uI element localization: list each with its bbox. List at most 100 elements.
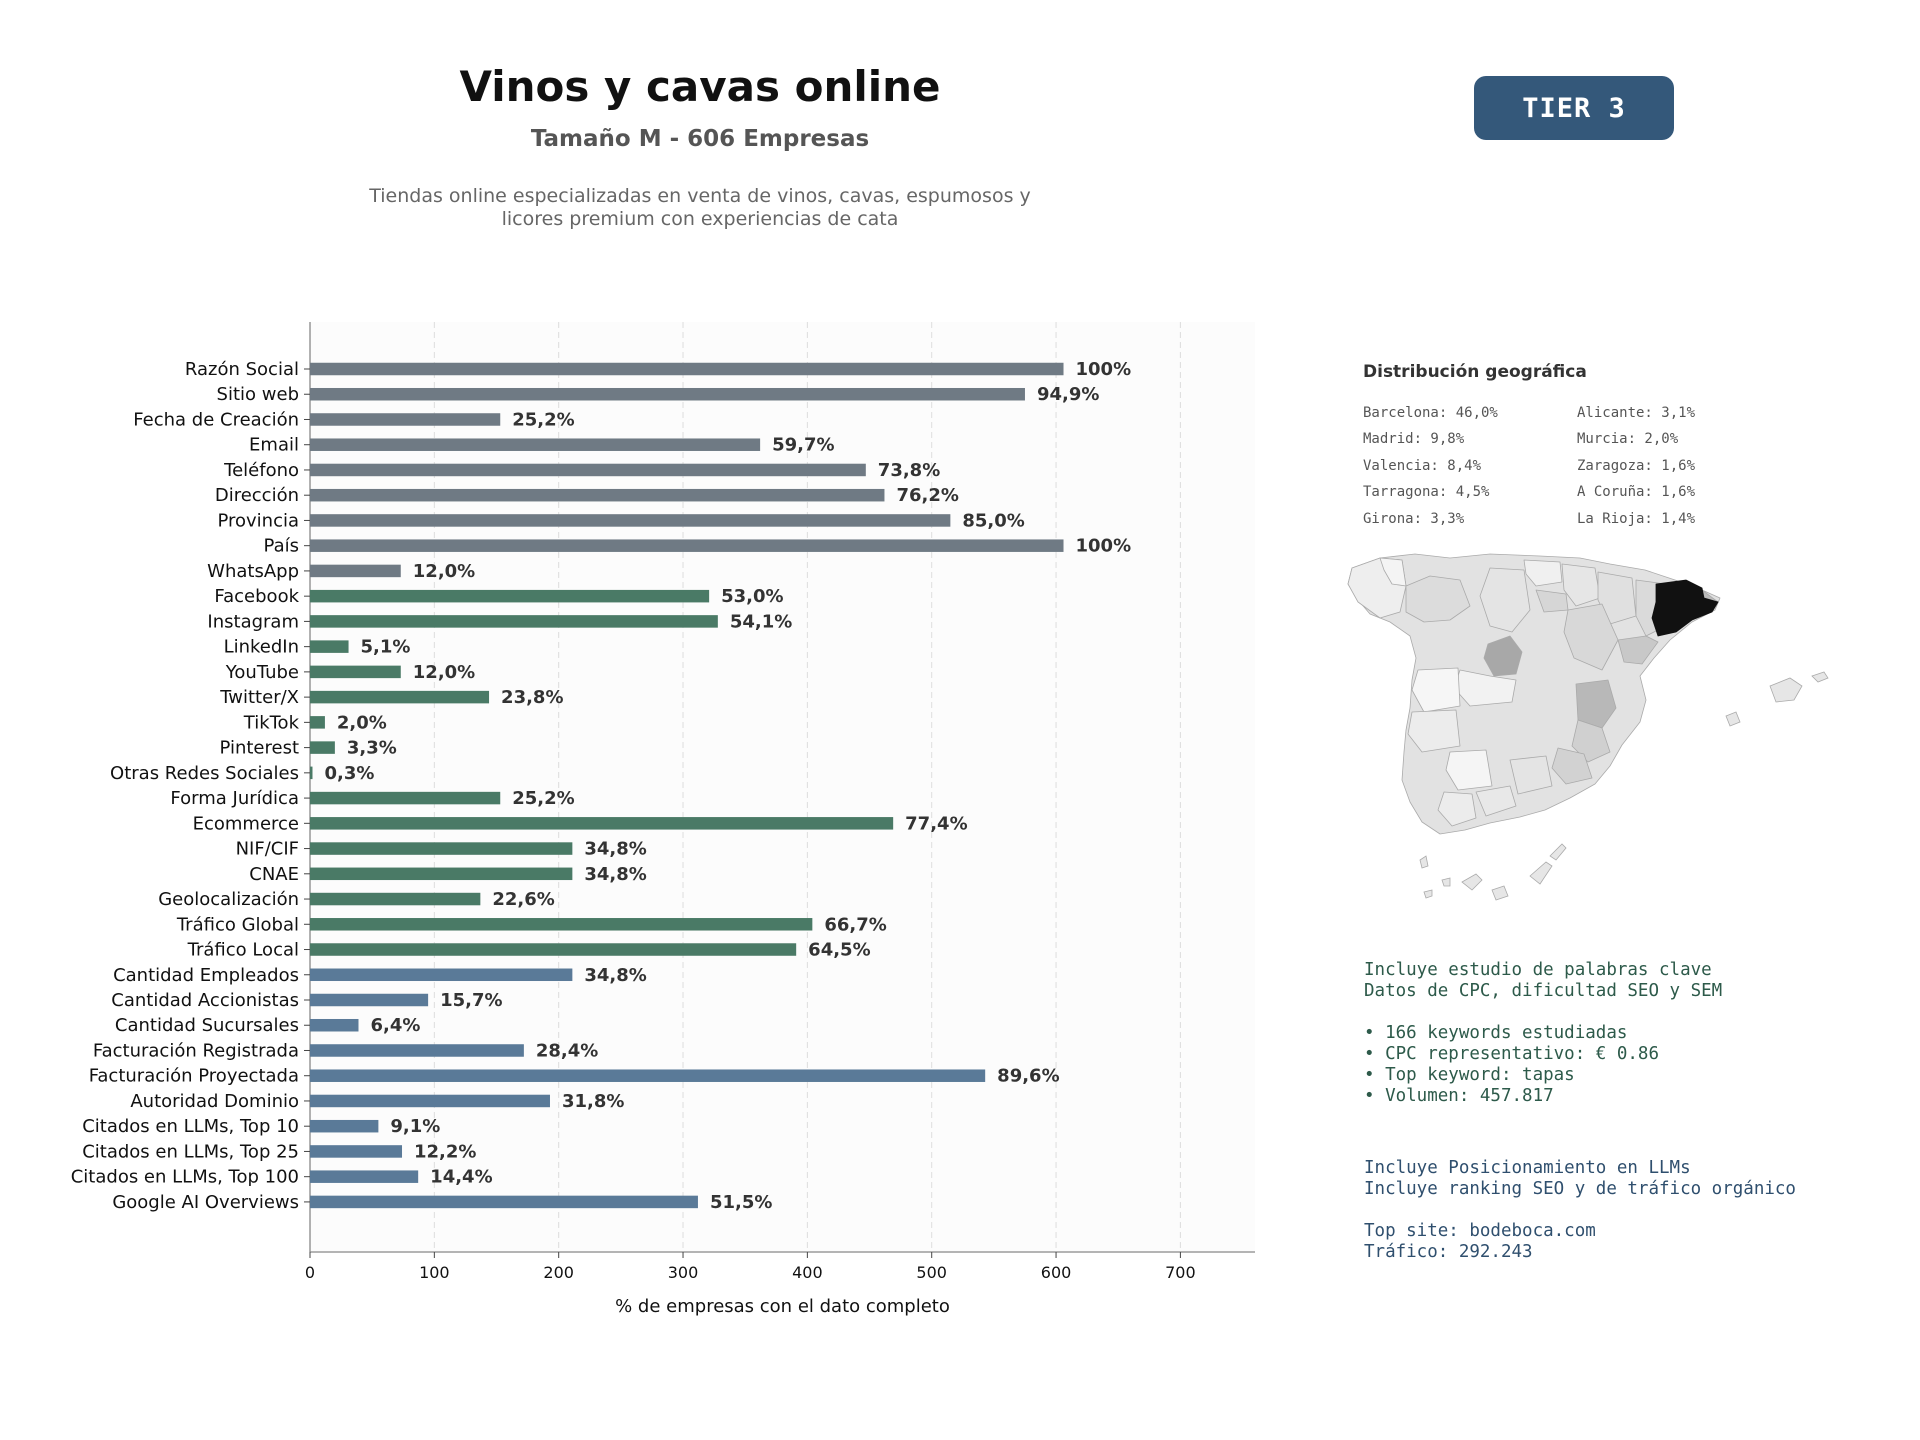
map-region-menorca — [1811, 671, 1829, 683]
bar — [310, 817, 894, 830]
category-label: Cantidad Accionistas — [111, 990, 299, 1011]
category-label: Sitio web — [217, 384, 299, 405]
map-region-madrid — [1483, 635, 1523, 677]
bar — [310, 1018, 359, 1032]
map-region-burgos — [1479, 567, 1531, 633]
category-label: Citados en LLMs, Top 100 — [71, 1167, 299, 1188]
keywords-line-1: Incluye estudio de palabras clave — [1364, 960, 1712, 980]
data-label: 3,3% — [347, 738, 397, 759]
geo-item: Murcia: 2,0% — [1577, 431, 1679, 448]
bar — [310, 640, 349, 653]
data-label: 100% — [1076, 359, 1132, 380]
map-region-gran-canaria — [1491, 885, 1509, 901]
category-label: Facturación Proyectada — [89, 1066, 299, 1087]
x-tick-label: 200 — [543, 1263, 574, 1282]
data-label: 54,1% — [730, 611, 792, 632]
category-label: País — [264, 536, 299, 557]
data-label: 64,5% — [808, 940, 870, 961]
category-label: Razón Social — [185, 359, 299, 380]
data-label: 51,5% — [710, 1192, 772, 1213]
bar — [310, 867, 573, 881]
category-label: Email — [249, 435, 299, 456]
data-label: 25,2% — [512, 788, 574, 809]
bar — [310, 1145, 403, 1158]
category-label: Geolocalización — [158, 889, 299, 910]
category-label: Pinterest — [219, 738, 299, 759]
data-label: 12,0% — [413, 561, 475, 582]
geo-item: La Rioja: 1,4% — [1577, 510, 1696, 527]
map-region-lugo — [1379, 557, 1407, 587]
map-region-malaga — [1475, 785, 1517, 817]
llm-block: Incluye Posicionamiento en LLMs Incluye r… — [1364, 1158, 1796, 1263]
description-line-2: licores premium con experiencias de cata — [501, 208, 899, 230]
map-region-zaragoza — [1563, 603, 1619, 671]
data-label: 34,8% — [584, 839, 646, 860]
bar — [310, 387, 1025, 401]
data-label: 77,4% — [905, 813, 967, 834]
map-region-mallorca — [1769, 677, 1803, 703]
keywords-bullet: • CPC representativo: € 0.86 — [1364, 1044, 1660, 1064]
llm-line-3: Top site: bodeboca.com — [1364, 1221, 1596, 1241]
map-region-la-gomera — [1441, 877, 1451, 887]
bar — [310, 539, 1064, 552]
category-label: Autoridad Dominio — [130, 1091, 299, 1112]
map-region-tenerife — [1461, 873, 1483, 891]
category-label: Instagram — [207, 611, 299, 632]
bar — [310, 791, 501, 805]
data-label: 94,9% — [1037, 384, 1099, 405]
data-label: 25,2% — [512, 409, 574, 430]
category-label: Fecha de Creación — [133, 409, 299, 430]
bar — [310, 716, 325, 729]
geo-title: Distribución geográfica — [1363, 362, 1587, 382]
category-label: NIF/CIF — [236, 839, 299, 860]
data-label: 76,2% — [896, 485, 958, 506]
data-label: 28,4% — [536, 1040, 598, 1061]
x-tick-label: 300 — [668, 1263, 699, 1282]
bar — [310, 413, 501, 426]
bar — [310, 943, 797, 956]
bar — [310, 665, 401, 679]
map-region-murcia — [1551, 747, 1593, 785]
keywords-bullet: • 166 keywords estudiadas — [1364, 1023, 1628, 1043]
bar — [310, 463, 866, 477]
map-region-el-hierro — [1423, 889, 1433, 899]
category-label: Ecommerce — [193, 813, 299, 834]
category-label: Cantidad Empleados — [113, 965, 299, 986]
map-region-mainland — [1347, 553, 1721, 835]
data-label: 34,8% — [584, 864, 646, 885]
keywords-bullet: • Top keyword: tapas — [1364, 1065, 1575, 1085]
category-label: Facturación Registrada — [93, 1040, 299, 1061]
x-tick-label: 500 — [916, 1263, 947, 1282]
category-label: Tráfico Global — [176, 914, 299, 935]
category-label: YouTube — [225, 662, 299, 683]
map-region-tarragona — [1617, 635, 1659, 665]
page-title: Vinos y cavas online — [459, 62, 941, 111]
keywords-block: Incluye estudio de palabras clave Datos d… — [1364, 960, 1722, 1107]
data-label: 12,0% — [413, 662, 475, 683]
bar — [310, 488, 885, 502]
data-label: 100% — [1076, 536, 1132, 557]
map-region-leon — [1405, 575, 1471, 623]
geo-item: A Coruña: 1,6% — [1577, 484, 1696, 501]
map-region-valencia — [1575, 679, 1617, 729]
map-region-navarra — [1561, 563, 1601, 607]
bar — [310, 741, 335, 754]
bar — [310, 514, 951, 527]
bar — [310, 589, 710, 603]
bar — [310, 993, 429, 1007]
x-tick-label: 0 — [305, 1263, 315, 1282]
geo-list-col1: Barcelona: 46,0% Madrid: 9,8% Valencia: … — [1363, 400, 1498, 532]
map-region-granada — [1509, 755, 1553, 795]
category-label: Citados en LLMs, Top 25 — [82, 1141, 299, 1162]
bar — [310, 438, 761, 451]
data-label: 2,0% — [337, 712, 387, 733]
bar — [310, 918, 813, 931]
data-label: 31,8% — [562, 1091, 624, 1112]
bar — [310, 1195, 698, 1209]
map-region-la-palma — [1419, 855, 1429, 869]
category-label: LinkedIn — [224, 637, 299, 658]
data-label: 66,7% — [824, 914, 886, 935]
page-subtitle: Tamaño M - 606 Empresas — [530, 126, 870, 152]
category-label: Twitter/X — [219, 687, 299, 708]
